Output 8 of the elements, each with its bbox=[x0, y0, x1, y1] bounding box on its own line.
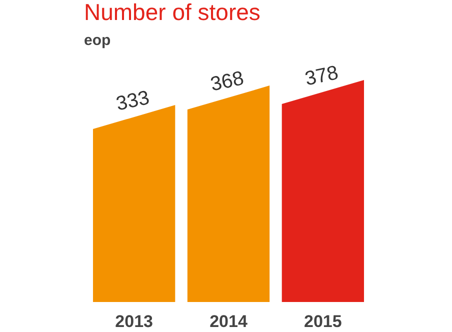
chart-subtitle: eop bbox=[84, 32, 111, 49]
data-label: 333 bbox=[114, 86, 152, 116]
x-tick-label: 2015 bbox=[304, 312, 342, 331]
x-tick-label: 2014 bbox=[210, 312, 248, 331]
x-tick-label: 2013 bbox=[115, 312, 153, 331]
chart-title: Number of stores bbox=[84, 0, 260, 25]
data-label: 368 bbox=[208, 67, 246, 96]
data-label: 378 bbox=[303, 62, 340, 90]
